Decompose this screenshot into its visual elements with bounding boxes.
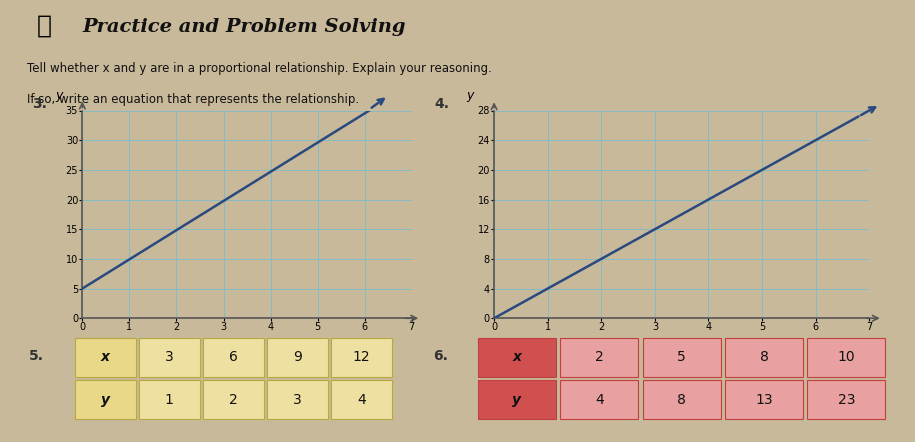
Text: 3: 3: [165, 350, 174, 364]
Text: 8: 8: [677, 392, 686, 407]
Bar: [725, 380, 803, 419]
Text: 5: 5: [677, 350, 686, 364]
Bar: [203, 338, 264, 377]
Text: 2: 2: [229, 392, 238, 407]
Text: 3.: 3.: [32, 97, 47, 111]
Bar: [478, 380, 556, 419]
X-axis label: x: x: [243, 335, 251, 348]
Text: 4: 4: [595, 392, 604, 407]
Bar: [560, 338, 639, 377]
Text: 12: 12: [352, 350, 371, 364]
Bar: [203, 380, 264, 419]
Text: 2: 2: [595, 350, 604, 364]
Text: If so, write an equation that represents the relationship.: If so, write an equation that represents…: [27, 93, 360, 106]
Bar: [560, 380, 639, 419]
Bar: [642, 380, 721, 419]
Bar: [807, 338, 886, 377]
Text: 6.: 6.: [433, 349, 447, 363]
Text: 23: 23: [837, 392, 856, 407]
Text: x: x: [512, 350, 522, 364]
Text: 10: 10: [837, 350, 856, 364]
Bar: [331, 338, 392, 377]
Bar: [75, 338, 135, 377]
X-axis label: x: x: [678, 335, 685, 348]
Text: 4.: 4.: [435, 97, 449, 111]
Text: y: y: [512, 392, 522, 407]
Text: Practice and Problem Solving: Practice and Problem Solving: [82, 18, 406, 36]
Text: 1: 1: [165, 392, 174, 407]
Bar: [139, 380, 199, 419]
Text: 13: 13: [755, 392, 773, 407]
Bar: [807, 380, 886, 419]
Text: 🖊: 🖊: [37, 13, 51, 37]
Bar: [139, 338, 199, 377]
Text: y: y: [467, 88, 474, 102]
Bar: [478, 338, 556, 377]
Text: y: y: [101, 392, 110, 407]
Text: 5.: 5.: [29, 349, 44, 363]
Bar: [75, 380, 135, 419]
Bar: [267, 338, 328, 377]
Text: Tell whether x and y are in a proportional relationship. Explain your reasoning.: Tell whether x and y are in a proportion…: [27, 62, 492, 75]
Bar: [331, 380, 392, 419]
Text: 4: 4: [357, 392, 366, 407]
Text: 8: 8: [759, 350, 769, 364]
Bar: [642, 338, 721, 377]
Text: y: y: [55, 88, 62, 102]
Text: 9: 9: [293, 350, 302, 364]
Bar: [267, 380, 328, 419]
Text: x: x: [101, 350, 110, 364]
Text: 3: 3: [293, 392, 302, 407]
Bar: [725, 338, 803, 377]
Text: 6: 6: [229, 350, 238, 364]
